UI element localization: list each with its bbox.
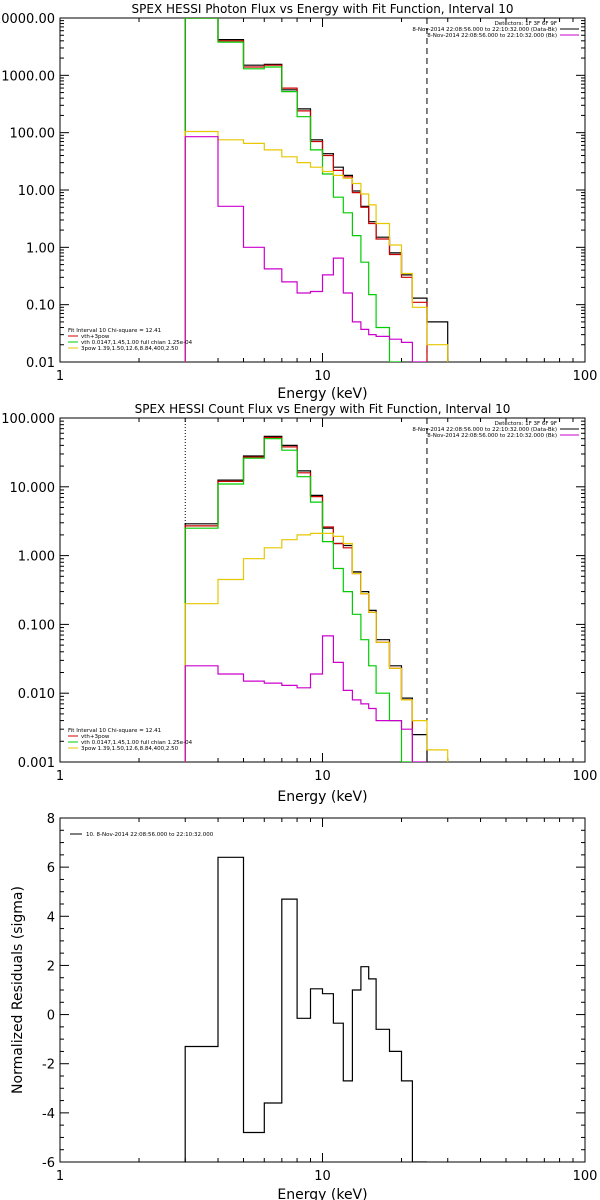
legend-entry: 8-Nov-2014 22:08:56.000 to 22:10:32.000 …	[412, 27, 557, 33]
series-group	[184, 18, 449, 362]
legend-entry: 8-Nov-2014 22:08:56.000 to 22:10:32.000 …	[412, 427, 557, 433]
y-tick-label: 2	[47, 959, 55, 974]
chart-panel-1: SPEX HESSI Photon Flux vs Energy with Fi…	[0, 2, 597, 402]
legend-entry: Fit Interval 10 Chi-square = 12.41	[68, 728, 161, 734]
y-tick-label: 0.01	[26, 356, 55, 371]
chart-title: SPEX HESSI Photon Flux vs Energy with Fi…	[132, 2, 514, 16]
series-line-1	[184, 435, 428, 762]
y-tick-label: 0.010	[18, 687, 55, 702]
legend-entry: 10. 8-Nov-2014 22:08:56.000 to 22:10:32.…	[86, 832, 214, 838]
y-tick-label: 0.10	[26, 299, 55, 314]
legend-entry: Detectors: 1F 3F 6F 9F	[495, 421, 557, 427]
x-tick-label: 100	[573, 769, 598, 784]
x-axis-label: Energy (keV)	[277, 789, 367, 805]
y-tick-label: 0.001	[18, 756, 55, 771]
x-tick-label: 100	[573, 369, 598, 384]
x-tick-label: 1	[56, 1169, 64, 1184]
y-tick-label: 10.000	[10, 481, 56, 496]
chart-title: SPEX HESSI Count Flux vs Energy with Fit…	[135, 402, 511, 416]
y-tick-label: 4	[47, 910, 55, 925]
series-line-4	[184, 130, 449, 362]
y-tick-label: 1.00	[26, 241, 55, 256]
legend-entry: vth+3pow	[81, 334, 110, 340]
series-line-4	[184, 532, 449, 762]
y-tick-label: 1000.00	[1, 69, 55, 84]
y-axis-label: Normalized Residuals (sigma)	[10, 886, 26, 1094]
legend-entry: Fit Interval 10 Chi-square = 12.41	[68, 328, 161, 334]
legend-entry: vth 0.0147,1.45,1.00 full chian 1.25e-04	[81, 340, 193, 346]
y-tick-label: -2	[42, 1058, 55, 1073]
legend-entry: vth+3pow	[81, 734, 110, 740]
series-line-3	[184, 18, 402, 362]
y-tick-label: -6	[42, 1156, 55, 1171]
y-tick-label: 100.00	[10, 127, 56, 142]
legend-entry: 8-Nov-2014 22:08:56.000 to 22:10:32.000 …	[427, 433, 557, 439]
series-group	[184, 856, 427, 1162]
plot-frame	[59, 417, 586, 763]
x-tick-label: 10	[314, 769, 331, 784]
y-tick-label: 10.00	[18, 184, 55, 199]
series-line-5	[184, 136, 427, 362]
series-group	[184, 435, 449, 762]
x-tick-label: 1	[56, 369, 64, 384]
x-tick-label: 100	[573, 1169, 598, 1184]
y-tick-label: 100.000	[1, 412, 55, 427]
legend-entry: 3pow 1.39,1.50,12.6,8.84,400,2.50	[81, 746, 179, 752]
y-tick-label: 0	[47, 1009, 55, 1024]
legend-entry: 8-Nov-2014 22:08:56.000 to 22:10:32.000 …	[427, 33, 557, 39]
chart-panel-3: 1 10 100 8 6 4 2 0 -2 -4 -6 Energy (keV) Normalized …	[10, 812, 597, 1200]
y-tick-label: 8	[47, 812, 55, 827]
x-tick-label: 1	[56, 769, 64, 784]
x-axis-label: Energy (keV)	[277, 1187, 367, 1200]
plot-frame	[59, 17, 586, 363]
legend-entry: Detectors: 1F 3F 6F 9F	[495, 21, 557, 27]
legend-entry: 3pow 1.39,1.50,12.6,8.84,400,2.50	[81, 346, 179, 352]
series-line-3	[184, 438, 413, 762]
y-tick-label: 0.100	[18, 618, 55, 633]
x-tick-label: 10	[314, 1169, 331, 1184]
series-line-1	[184, 18, 449, 362]
series-line-5	[184, 635, 427, 762]
series-line-2	[184, 436, 413, 762]
x-axis-label: Energy (keV)	[277, 386, 367, 402]
x-tick-label: 10	[314, 369, 331, 384]
legend-entry: vth 0.0147,1.45,1.00 full chian 1.25e-04	[81, 740, 193, 746]
chart-panel-2: SPEX HESSI Count Flux vs Energy with Fit…	[1, 402, 597, 805]
series-line-1	[184, 856, 427, 1162]
y-tick-label: 6	[47, 861, 55, 876]
y-tick-label: 1.000	[18, 550, 55, 565]
y-tick-label: -4	[42, 1107, 55, 1122]
series-line-2	[184, 18, 428, 362]
